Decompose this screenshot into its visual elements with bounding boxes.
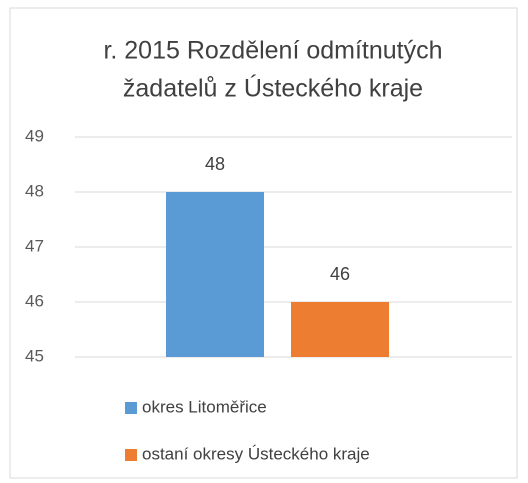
legend-label: okres Litoměřice <box>142 397 267 416</box>
data-label: 48 <box>205 154 225 174</box>
y-tick-label: 49 <box>25 126 44 145</box>
legend-swatch <box>125 449 137 461</box>
y-tick-label: 48 <box>25 181 44 200</box>
chart-title: r. 2015 Rozdělení odmítnutých <box>103 37 442 65</box>
data-label: 46 <box>330 264 350 284</box>
bar <box>291 302 389 357</box>
legend-swatch <box>125 402 137 414</box>
bar <box>166 192 264 357</box>
legend-label: ostaní okresy Ústeckého kraje <box>142 444 370 463</box>
y-tick-label: 46 <box>25 291 44 310</box>
y-tick-label: 47 <box>25 236 44 255</box>
y-tick-label: 45 <box>25 346 44 365</box>
chart-title: žadatelů z Ústeckého kraje <box>123 74 423 103</box>
